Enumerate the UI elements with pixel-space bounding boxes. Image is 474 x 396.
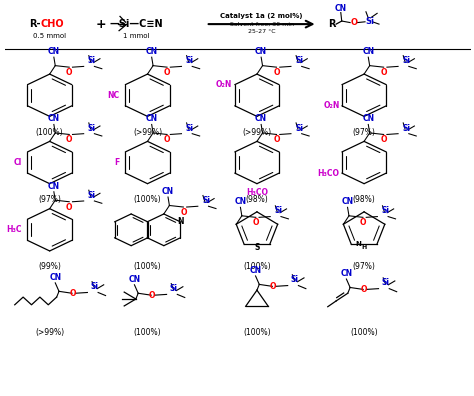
Text: (100%): (100%)	[134, 195, 161, 204]
Text: CN: CN	[146, 114, 158, 123]
Text: (98%): (98%)	[353, 195, 375, 204]
Text: Si: Si	[295, 124, 303, 133]
Text: O: O	[273, 135, 280, 144]
Text: (98%): (98%)	[246, 195, 268, 204]
Text: N: N	[355, 241, 361, 247]
Text: Catalyst 1a (2 mol%): Catalyst 1a (2 mol%)	[220, 13, 303, 19]
Text: O: O	[66, 135, 73, 144]
Text: H₃C: H₃C	[6, 225, 22, 234]
Text: (97%): (97%)	[38, 195, 61, 204]
Text: O: O	[360, 218, 366, 227]
Text: (>99%): (>99%)	[35, 328, 64, 337]
Text: Si: Si	[91, 282, 99, 291]
Text: CN: CN	[340, 269, 353, 278]
Text: CN: CN	[335, 4, 347, 13]
Text: (100%): (100%)	[36, 128, 64, 137]
Text: 25-27 °C: 25-27 °C	[248, 29, 275, 34]
Text: CN: CN	[146, 47, 158, 56]
Text: (100%): (100%)	[350, 328, 378, 337]
Text: Si: Si	[382, 278, 390, 287]
Text: NC: NC	[108, 91, 119, 100]
Text: 1 mmol: 1 mmol	[123, 33, 149, 40]
Text: Si: Si	[170, 284, 178, 293]
Text: 0.5 mmol: 0.5 mmol	[33, 33, 66, 40]
Text: (97%): (97%)	[353, 263, 375, 272]
Text: (100%): (100%)	[243, 263, 271, 272]
Text: Si: Si	[291, 275, 299, 284]
Text: (97%): (97%)	[353, 128, 375, 137]
Text: CN: CN	[128, 275, 140, 284]
Text: O: O	[273, 68, 280, 77]
Text: Si: Si	[202, 196, 210, 205]
Text: CHO: CHO	[41, 19, 64, 29]
Text: —Si—C≡N: —Si—C≡N	[109, 19, 163, 29]
Text: Si: Si	[186, 56, 194, 65]
Text: H: H	[362, 245, 367, 250]
Text: Si: Si	[402, 56, 410, 65]
Text: O: O	[69, 289, 76, 298]
Text: Si: Si	[88, 56, 96, 65]
Text: CN: CN	[362, 114, 374, 123]
Text: CN: CN	[162, 187, 174, 196]
Text: R-: R-	[29, 19, 40, 29]
Text: O₂N: O₂N	[216, 80, 232, 89]
Text: Si: Si	[402, 124, 410, 133]
Text: O: O	[148, 291, 155, 300]
Text: H₃CO: H₃CO	[318, 169, 339, 177]
Text: S: S	[254, 243, 260, 252]
Text: O: O	[381, 135, 387, 144]
Text: Si: Si	[274, 206, 283, 215]
Text: (>99%): (>99%)	[133, 128, 162, 137]
Text: Si: Si	[295, 56, 303, 65]
Text: O: O	[66, 68, 73, 77]
Text: F: F	[114, 158, 119, 167]
Text: N: N	[177, 217, 184, 227]
Text: Si: Si	[186, 124, 194, 133]
Text: Si: Si	[88, 191, 96, 200]
Text: Solvent-free, 30 min: Solvent-free, 30 min	[229, 22, 293, 27]
Text: CN: CN	[234, 197, 246, 206]
Text: (99%): (99%)	[38, 263, 61, 272]
Text: O: O	[360, 285, 367, 294]
Text: +: +	[96, 17, 106, 30]
Text: CN: CN	[362, 47, 374, 56]
Text: CN: CN	[255, 47, 267, 56]
Text: O: O	[381, 68, 387, 77]
Text: O: O	[164, 135, 170, 144]
Text: H₃CO: H₃CO	[246, 188, 268, 196]
Text: (100%): (100%)	[134, 263, 161, 272]
Text: CN: CN	[249, 266, 262, 275]
Text: Cl: Cl	[13, 158, 22, 167]
Text: O: O	[270, 282, 276, 291]
Text: O₂N: O₂N	[323, 101, 339, 110]
Text: CN: CN	[48, 114, 60, 123]
Text: Si: Si	[365, 17, 374, 25]
Text: CN: CN	[49, 273, 61, 282]
Text: (100%): (100%)	[134, 328, 161, 337]
Text: CN: CN	[341, 197, 354, 206]
Text: Si: Si	[88, 124, 96, 133]
Text: CN: CN	[48, 182, 60, 190]
Text: R: R	[328, 19, 335, 29]
Text: (>99%): (>99%)	[242, 128, 272, 137]
Text: O: O	[180, 208, 187, 217]
Text: O: O	[164, 68, 170, 77]
Text: O: O	[350, 18, 357, 27]
Text: (100%): (100%)	[243, 328, 271, 337]
Text: CN: CN	[255, 114, 267, 123]
Text: CN: CN	[48, 47, 60, 56]
Text: Si: Si	[382, 206, 390, 215]
Text: O: O	[66, 202, 73, 211]
Text: O: O	[253, 218, 259, 227]
